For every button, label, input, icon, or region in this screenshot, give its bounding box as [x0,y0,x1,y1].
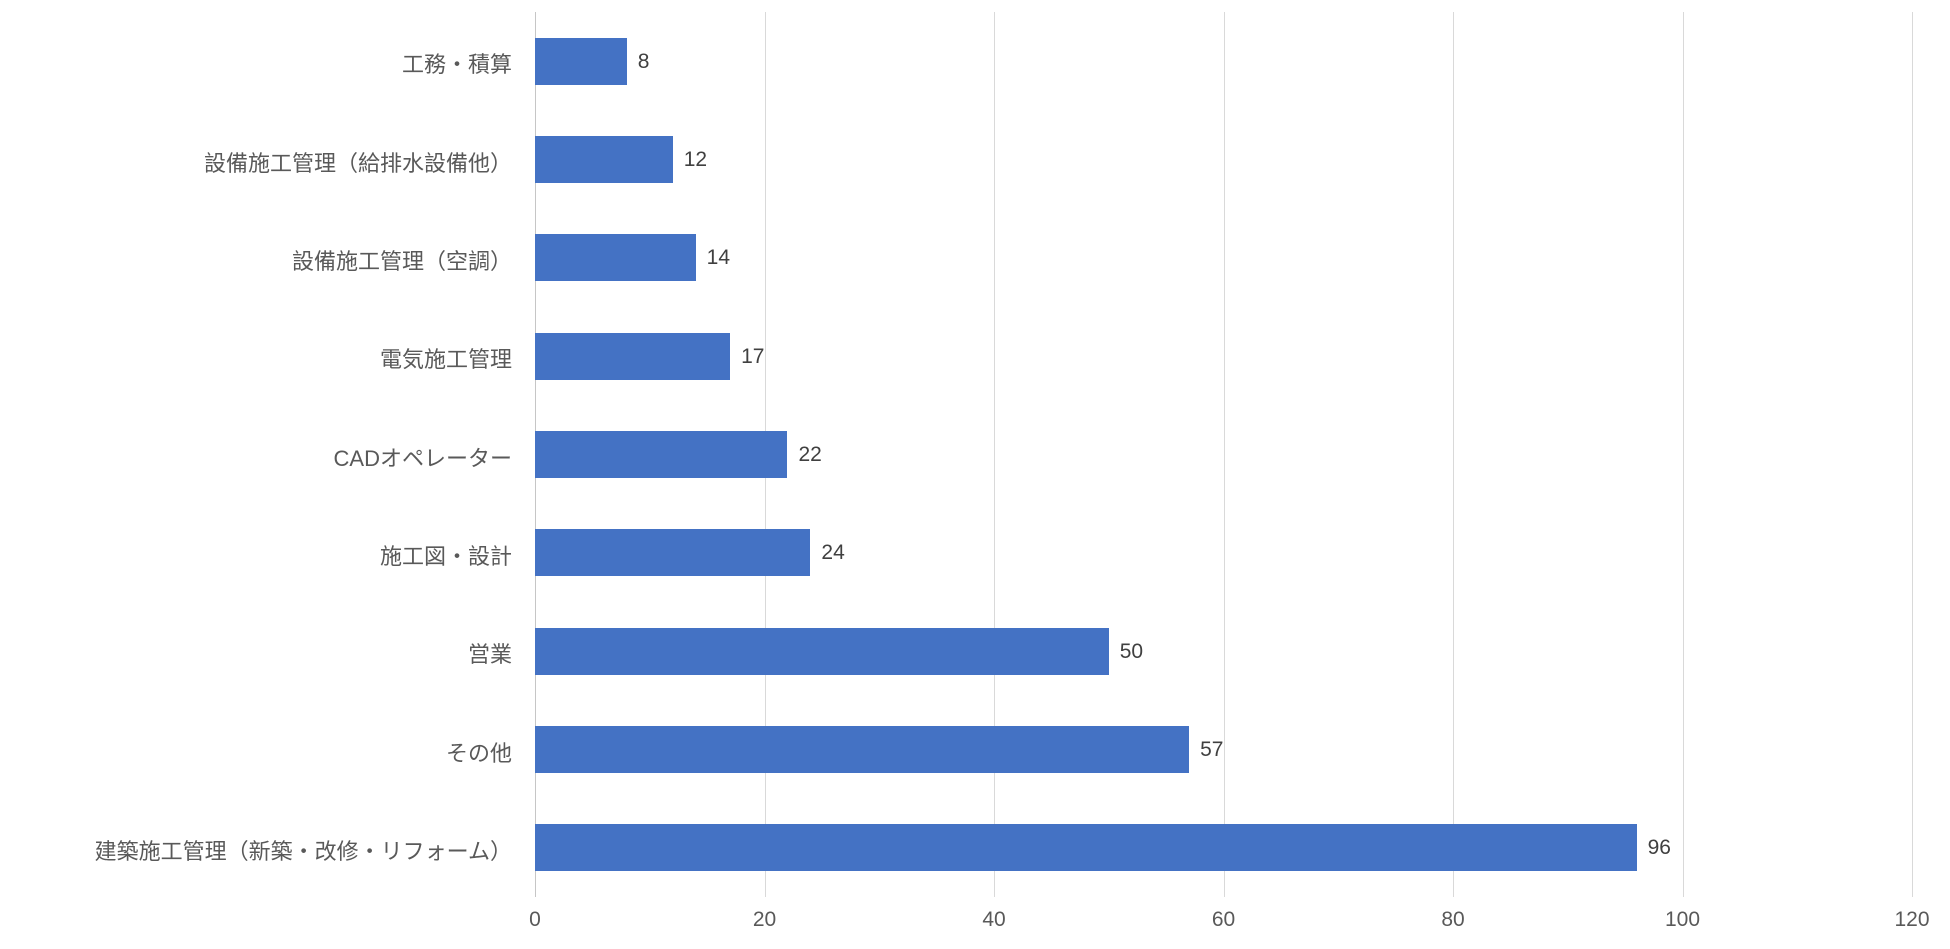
category-label: 施工図・設計 [379,543,512,569]
value-label: 96 [1647,836,1671,860]
x-axis-tick-label: 20 [752,908,777,931]
value-label: 8 [637,49,650,73]
bar [535,627,1109,675]
category-label: 設備施工管理（空調） [291,248,512,274]
value-label: 22 [798,443,822,466]
x-axis-tick-label: 60 [1211,908,1236,931]
bar [535,529,811,577]
bar [535,234,696,282]
gridline [1912,12,1913,897]
value-label: 57 [1200,738,1224,761]
value-label: 12 [683,148,708,171]
category-label: その他 [445,740,512,766]
x-axis-tick-label: 80 [1441,908,1465,931]
bar [535,37,627,85]
x-axis-tick-label: 0 [529,908,541,931]
value-label: 17 [741,344,765,368]
bar [535,332,731,380]
value-label: 14 [706,246,730,270]
x-axis-tick-label: 100 [1664,908,1701,931]
gridline [1682,12,1684,897]
category-label: CADオペレーター [333,445,512,471]
value-label: 50 [1119,639,1144,663]
x-axis-tick-label: 40 [982,908,1006,931]
category-label: 電気施工管理 [379,347,512,373]
category-label: 設備施工管理（給排水設備他） [203,150,512,176]
gridline [994,12,995,897]
bar [535,824,1637,872]
gridline [1453,12,1454,897]
value-label: 24 [821,541,845,565]
bar [535,136,673,183]
bar [535,726,1190,773]
category-label: 営業 [467,642,512,668]
category-label: 工務・積算 [401,52,512,78]
x-axis-tick-label: 120 [1894,908,1930,931]
category-label: 建築施工管理（新築・改修・リフォーム） [94,838,512,864]
bar [535,431,788,478]
gridline [1223,12,1225,897]
